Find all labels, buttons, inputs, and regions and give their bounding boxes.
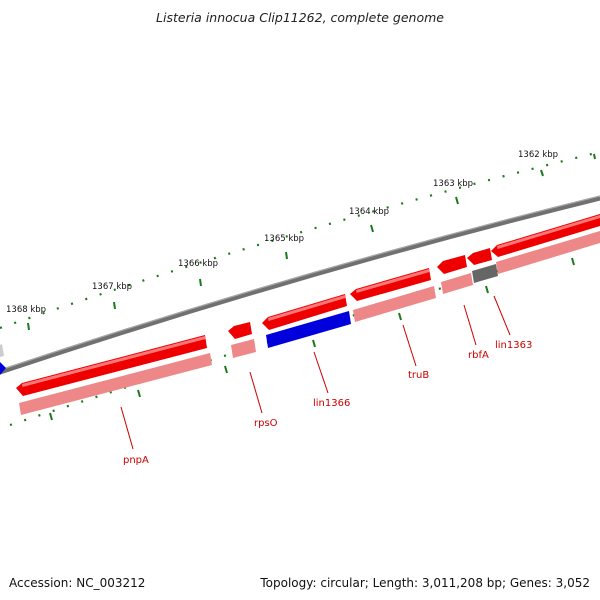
major-tick <box>27 322 30 331</box>
backbone-highlight <box>0 195 600 371</box>
tick-label: 1368 kbp <box>6 305 46 315</box>
gene-highlight <box>497 215 600 249</box>
gene-label-rbfA[interactable]: rbfA <box>468 350 489 361</box>
leader-rpsO <box>249 371 263 414</box>
partial-feature-gray <box>0 344 4 357</box>
gene-shade <box>19 353 212 415</box>
major-tick <box>49 412 53 421</box>
label-leaders <box>120 295 511 450</box>
tick-label: 1367 kbp <box>92 282 132 292</box>
gene-shade <box>231 339 256 358</box>
gene-lin1366[interactable] <box>262 294 351 348</box>
gene-arrow <box>228 322 252 339</box>
leader-truB <box>402 324 417 367</box>
major-tick <box>137 389 141 398</box>
gene-shade <box>441 273 473 294</box>
major-tick <box>398 312 402 321</box>
gene-label-lin1363[interactable]: lin1363 <box>495 340 532 351</box>
major-tick <box>312 339 316 348</box>
gene-rbfA[interactable] <box>437 255 473 294</box>
gene-label-rpsO[interactable]: rpsO <box>254 418 278 429</box>
leader-lin1366 <box>313 351 329 394</box>
gene-label-lin1366[interactable]: lin1366 <box>313 398 350 409</box>
tick-label: 1363 kbp <box>433 179 473 189</box>
gene-lin1363[interactable] <box>467 248 498 283</box>
map-title: Listeria innocua Clip11262, complete gen… <box>156 10 444 25</box>
tick-label: 1364 kbp <box>349 207 389 217</box>
major-tick <box>370 224 374 233</box>
genome-summary-text: Topology: circular; Length: 3,011,208 bp… <box>260 576 590 590</box>
gene-gray-block <box>472 264 498 283</box>
tick-label: 1366 kbp <box>178 259 218 269</box>
gene-highlight <box>22 336 206 387</box>
gene-shade <box>496 231 600 274</box>
major-tick <box>455 196 459 205</box>
major-tick <box>199 278 202 287</box>
major-tick <box>485 285 489 294</box>
major-tick <box>571 257 575 266</box>
upper-tick-ring <box>0 150 600 331</box>
gene-shade <box>353 286 436 322</box>
gene-reverse-block <box>266 311 351 348</box>
tick-label: 1362 kbp <box>518 150 558 160</box>
genome-backbone <box>0 195 600 375</box>
leader-lin1363 <box>493 295 511 336</box>
major-tick <box>285 251 288 260</box>
gene-rpsO[interactable] <box>228 322 256 358</box>
gene-highlight <box>356 269 430 293</box>
gene-label-pnpA[interactable]: pnpA <box>123 455 149 466</box>
major-tick <box>540 169 544 177</box>
major-tick <box>113 301 116 310</box>
leader-rbfA <box>463 304 477 346</box>
major-tick <box>224 365 228 374</box>
tick-label: 1365 kbp <box>264 234 304 244</box>
gene-truB[interactable] <box>350 268 436 322</box>
partial-feature-blue <box>0 362 6 375</box>
gene-forward-right[interactable] <box>491 214 600 274</box>
lower-tick-ring <box>9 238 600 427</box>
gene-pnpA[interactable] <box>16 335 212 415</box>
gene-label-truB[interactable]: truB <box>408 370 429 381</box>
leader-pnpA <box>120 406 134 450</box>
accession-text: Accession: NC_003212 <box>9 576 146 590</box>
gene-arrow <box>437 255 467 274</box>
gene-highlight <box>268 295 346 321</box>
gene-arrow <box>467 248 492 265</box>
minor-tick <box>593 153 596 160</box>
